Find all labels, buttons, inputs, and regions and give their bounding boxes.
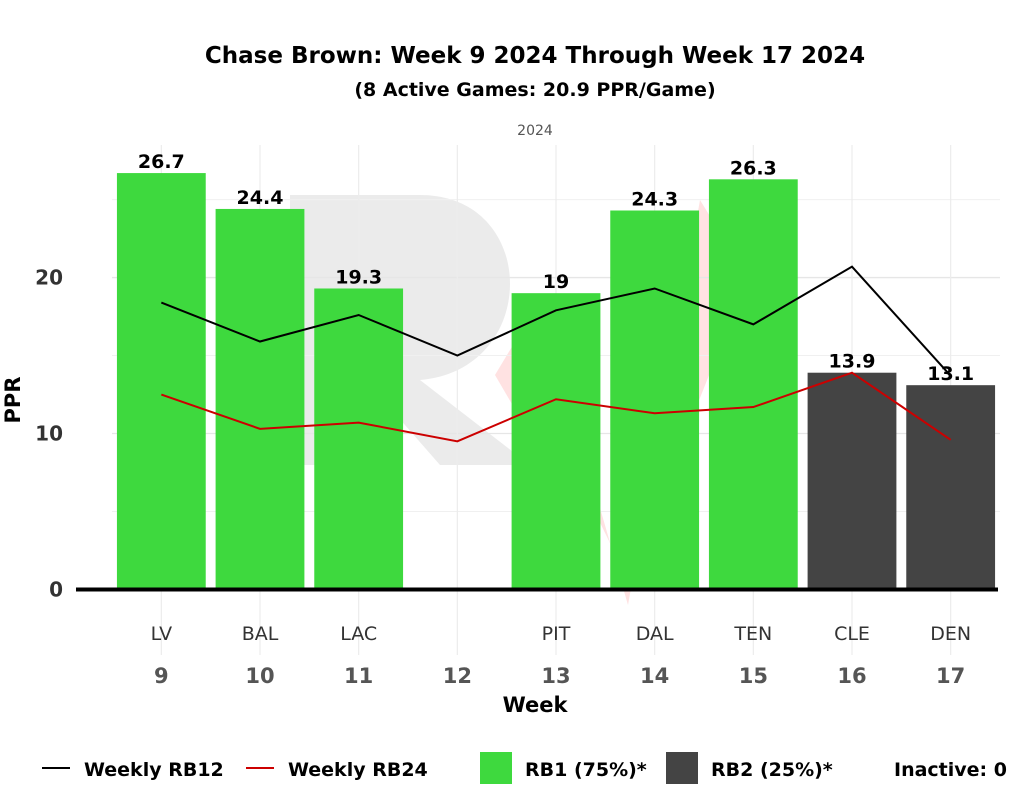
x-opponent-label: PIT <box>542 623 571 645</box>
bar-week-15 <box>708 179 798 590</box>
bar-week-17 <box>906 385 996 590</box>
bar-label-week-14: 24.3 <box>631 189 678 211</box>
x-opponent-label: LV <box>151 623 173 645</box>
legend-box-key <box>480 752 512 784</box>
facet-label: 2024 <box>517 123 553 139</box>
x-opponent-label: DAL <box>636 623 674 645</box>
bar-week-10 <box>215 208 305 590</box>
series-line-1 <box>160 265 952 377</box>
x-tick-label: 16 <box>837 664 866 688</box>
x-tick-label: 9 <box>154 664 169 688</box>
x-tick-label: 15 <box>739 664 768 688</box>
bar-label-week-16: 13.9 <box>829 351 876 373</box>
legend-label: RB1 (75%)* <box>525 759 647 781</box>
chart-subtitle: (8 Active Games: 20.9 PPR/Game) <box>354 79 715 101</box>
bar-week-11 <box>314 288 404 590</box>
legend-label: Weekly RB24 <box>288 759 428 781</box>
legend: Weekly RB12 Weekly RB24 RB1 (75%)* RB2 (25%… <box>42 752 1007 784</box>
legend-box-key <box>666 752 698 784</box>
x-tick-label: 17 <box>936 664 965 688</box>
bar-label-week-17: 13.1 <box>927 363 974 385</box>
bar-week-16 <box>807 372 897 590</box>
x-tick-label: 10 <box>245 664 274 688</box>
x-axis-title: Week <box>503 693 569 717</box>
x-tick-label: 12 <box>443 664 472 688</box>
bar-week-14 <box>610 210 700 590</box>
x-tick-label: 13 <box>541 664 570 688</box>
x-tick-label: 11 <box>344 664 373 688</box>
y-axis-title: PPR <box>1 377 25 424</box>
x-opponent-label: TEN <box>733 623 772 645</box>
bar-label-week-9: 26.7 <box>138 151 185 173</box>
bar-label-week-10: 24.4 <box>237 187 284 209</box>
axes: 0 10 20 LV 9 BAL 10 LAC 11 12 PIT 13 DAL 14 TEN 15 CLE 16… <box>35 266 998 688</box>
x-tick-label: 14 <box>640 664 669 688</box>
legend-label: RB2 (25%)* <box>711 759 833 781</box>
lines <box>160 265 952 443</box>
legend-label: Inactive: 0 <box>894 759 1007 781</box>
y-tick-label: 10 <box>35 422 63 446</box>
bar-week-9 <box>116 173 206 590</box>
bar-week-13 <box>511 293 601 590</box>
legend-label: Weekly RB12 <box>84 759 224 781</box>
x-opponent-label: LAC <box>340 623 377 645</box>
y-tick-label: 0 <box>49 577 63 601</box>
bar-label-week-13: 19 <box>543 271 569 293</box>
bar-label-week-15: 26.3 <box>730 157 777 179</box>
x-opponent-label: DEN <box>930 623 971 645</box>
series-line-2 <box>161 371 952 443</box>
chart-title: Chase Brown: Week 9 2024 Through Week 17… <box>205 43 865 69</box>
x-opponent-label: BAL <box>242 623 279 645</box>
bar-label-week-11: 19.3 <box>335 266 382 288</box>
watermark-arrow <box>495 200 780 605</box>
bars <box>116 173 996 590</box>
x-opponent-label: CLE <box>834 623 870 645</box>
bar-labels: 26.7 24.4 19.3 19 24.3 26.3 13.9 13.1 <box>138 151 974 385</box>
y-tick-label: 20 <box>35 266 63 290</box>
